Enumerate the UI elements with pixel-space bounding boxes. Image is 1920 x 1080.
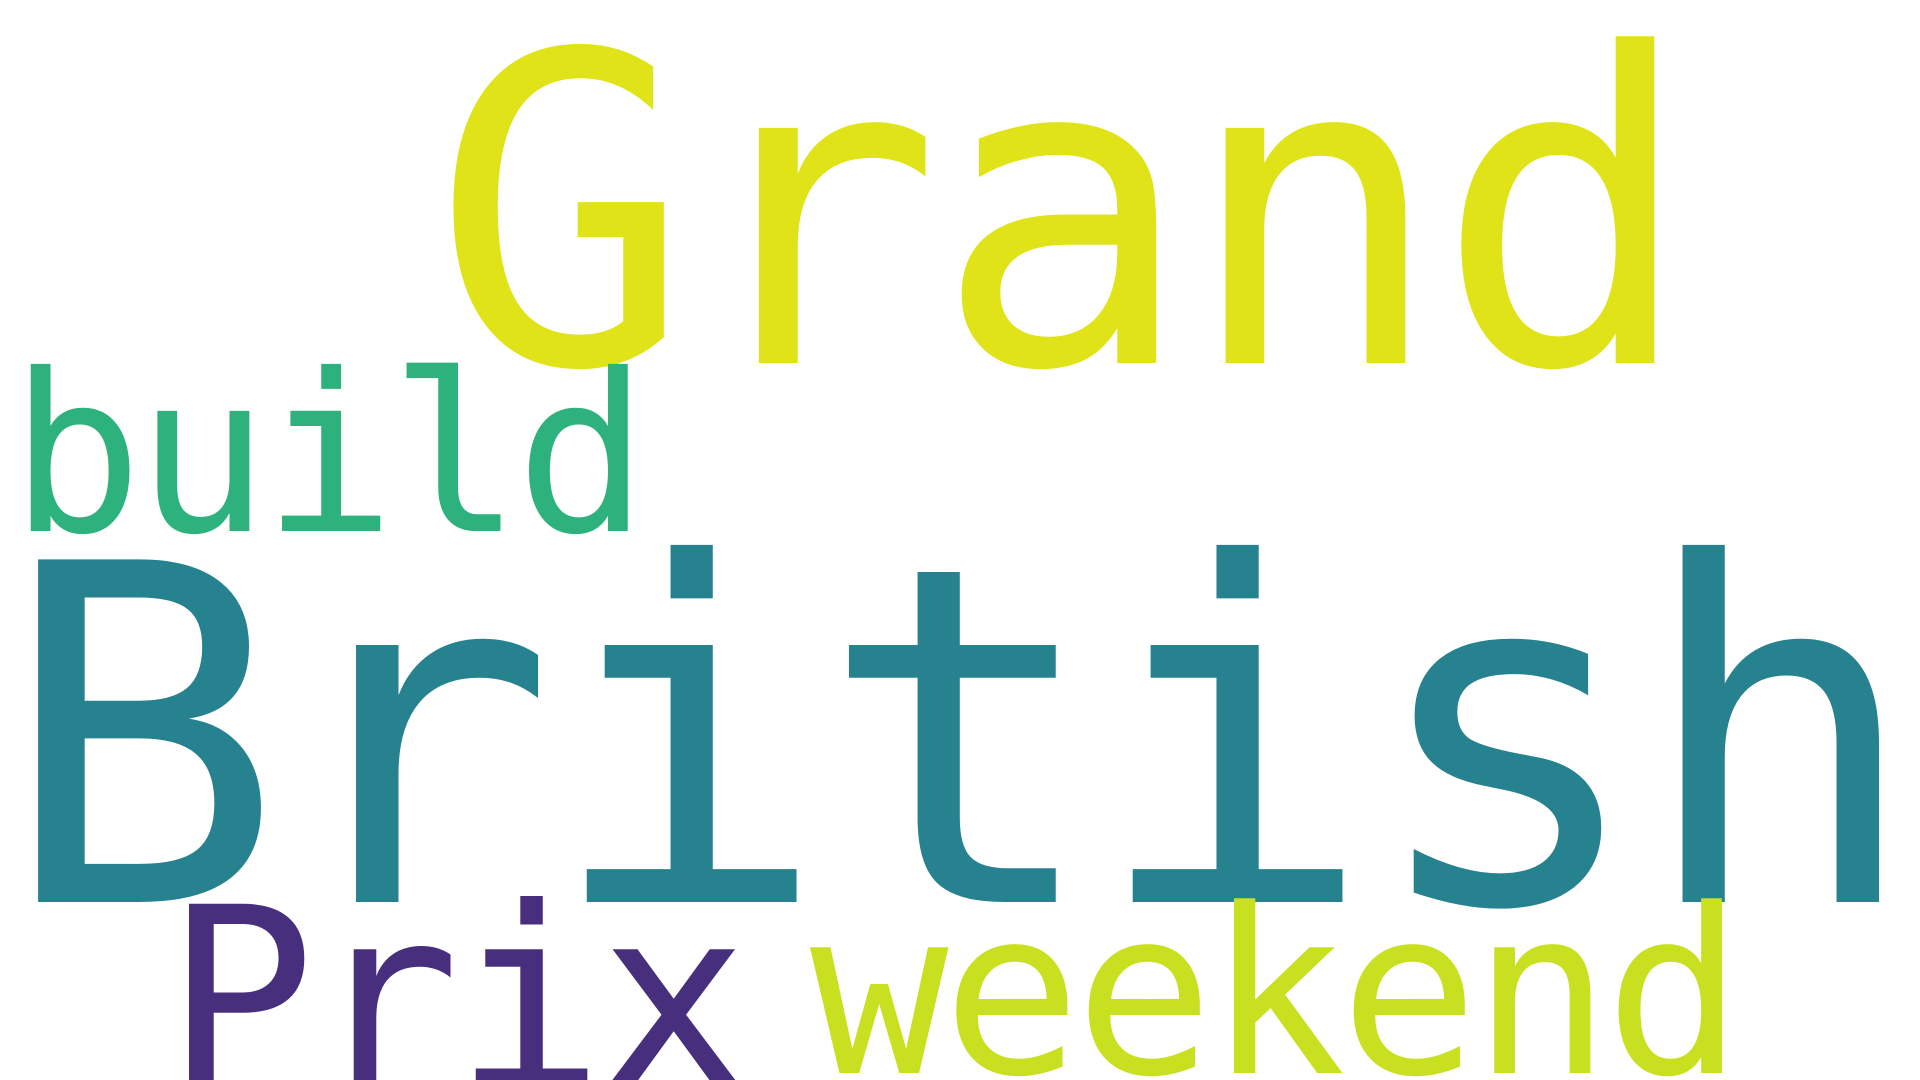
- word-build: build: [10, 327, 648, 583]
- word-british: British: [0, 466, 1920, 1013]
- word-weekend: weekend: [810, 861, 1743, 1080]
- word-grand: Grand: [432, 0, 1694, 465]
- word-prix: Prix: [165, 854, 749, 1080]
